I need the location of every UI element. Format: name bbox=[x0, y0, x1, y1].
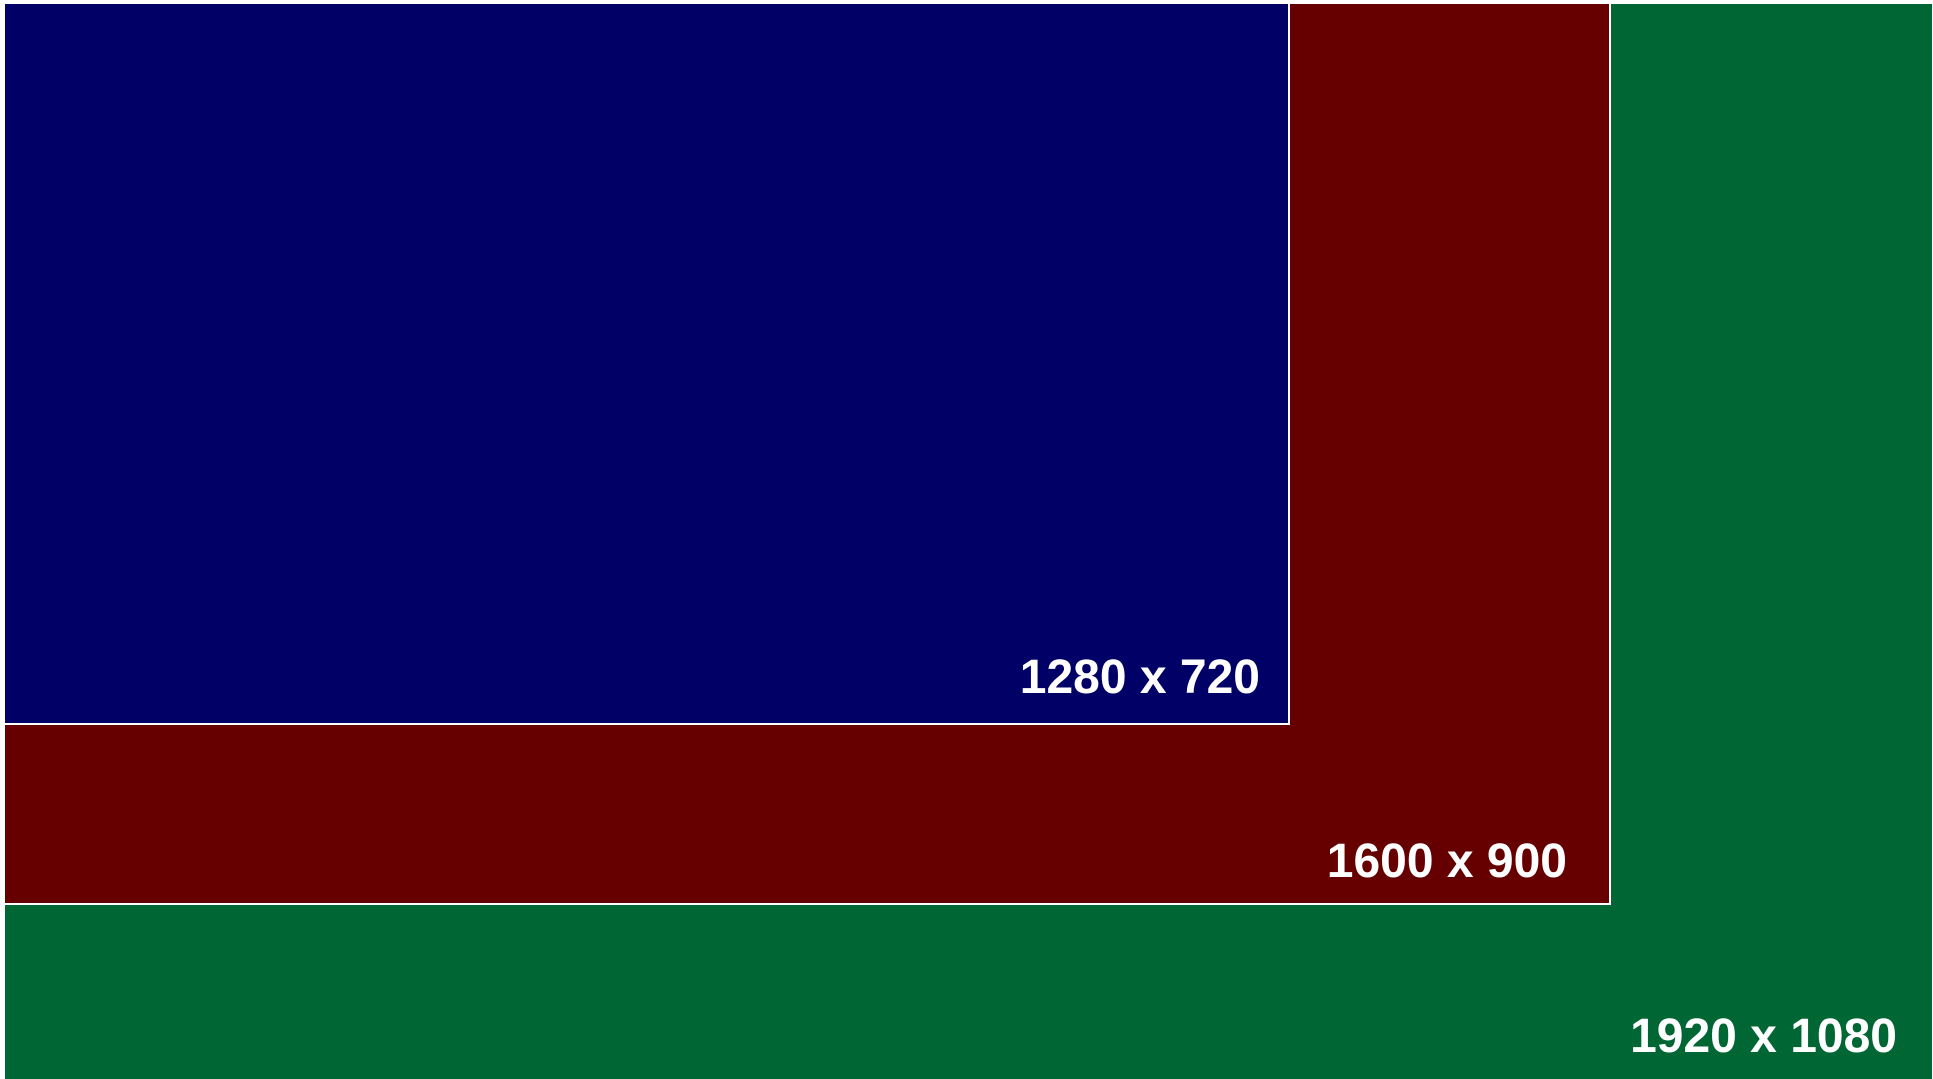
resolution-label-1600x900: 1600 x 900 bbox=[1326, 835, 1567, 888]
resolution-label-1920x1080: 1920 x 1080 bbox=[1630, 1010, 1897, 1063]
resolution-box-1280x720: 1280 x 720 bbox=[5, 4, 1290, 725]
resolution-label-1280x720: 1280 x 720 bbox=[1019, 651, 1260, 704]
